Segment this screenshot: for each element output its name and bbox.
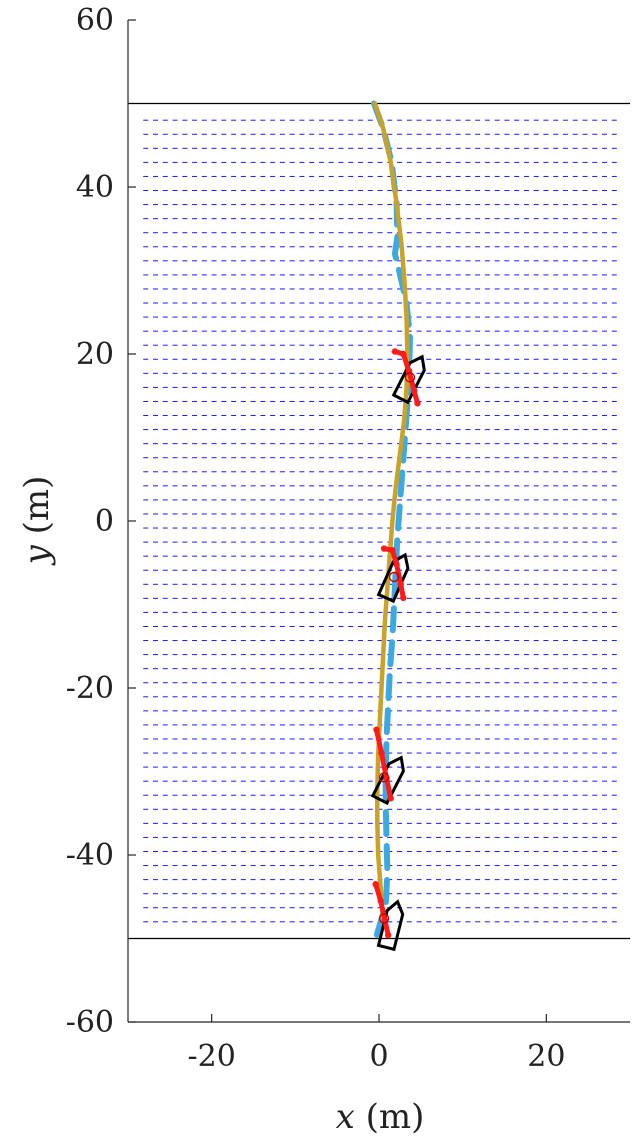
axes (127, 19, 630, 1023)
waypoint-markers (378, 372, 416, 924)
prediction-point (397, 581, 404, 588)
x-axis-label-var: x (336, 1097, 355, 1137)
prediction-point (400, 350, 407, 358)
prediction-point (380, 545, 388, 552)
y-tick-label: -60 (66, 1005, 114, 1040)
y-tick-label: -20 (66, 671, 114, 706)
prediction-point (389, 547, 396, 554)
prediction-point (385, 931, 392, 939)
y-tick-label: 20 (76, 337, 114, 372)
reference-path-line (371, 100, 413, 942)
y-tick-label: 40 (76, 170, 114, 205)
prediction-point (372, 881, 379, 888)
prediction-line (373, 881, 391, 938)
x-axis-label: x (m) (336, 1097, 425, 1137)
prediction-point (391, 348, 399, 355)
x-tick-label: 20 (527, 1039, 565, 1074)
predicted-paths (372, 348, 421, 939)
prediction-point (387, 795, 394, 802)
prediction-point (373, 726, 380, 733)
vessel-outline (376, 552, 410, 604)
prediction-line (374, 727, 394, 801)
trajectory-series (371, 100, 413, 942)
x-tick-label: -20 (188, 1039, 236, 1074)
prediction-point (393, 561, 400, 568)
current-field (143, 119, 617, 923)
waypoint-marker (378, 772, 390, 783)
y-axis-label-unit: (m) (17, 476, 57, 535)
y-axis-label: y (m) (17, 476, 57, 567)
waypoint-marker (378, 913, 390, 924)
prediction-point (400, 594, 407, 602)
y-axis-label-var: y (17, 544, 57, 566)
tick-labels: -60 -40 -20 0 20 40 60 -20 0 20 (66, 3, 566, 1074)
y-tick-label: 0 (95, 504, 114, 539)
x-axis-label-unit: (m) (366, 1097, 425, 1137)
waypoint-marker (388, 571, 400, 583)
prediction-point (410, 387, 418, 394)
prediction-point (414, 400, 421, 407)
y-tick-label: -40 (66, 838, 114, 873)
waypoint-marker (404, 372, 416, 383)
y-tick-label: 60 (76, 3, 114, 38)
x-tick-label: 0 (369, 1039, 388, 1074)
prediction-point (377, 897, 384, 905)
prediction-point (378, 749, 385, 757)
